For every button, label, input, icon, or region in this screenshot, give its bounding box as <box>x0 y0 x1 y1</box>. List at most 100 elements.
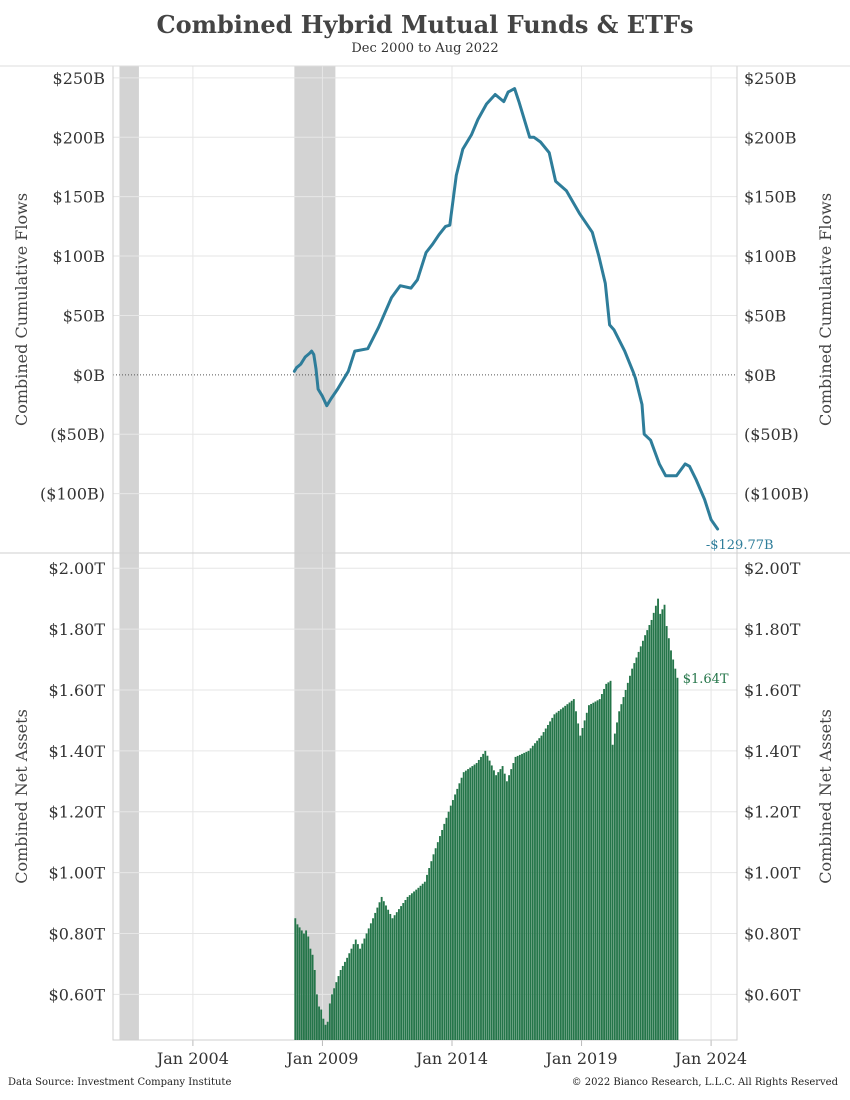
net-assets-bar <box>527 750 530 1040</box>
net-assets-bar <box>305 930 308 1040</box>
y-tick-label-right: $150B <box>744 188 796 207</box>
y-tick-label-left: $1.40T <box>49 742 106 761</box>
y-tick-label-left: $100B <box>53 247 105 266</box>
net-assets-bar <box>486 755 489 1040</box>
net-assets-bar <box>568 702 571 1040</box>
net-assets-bar <box>559 709 562 1040</box>
net-assets-bar <box>311 954 314 1040</box>
top-plot-frame <box>112 65 738 554</box>
net-assets-bar <box>324 1024 327 1040</box>
y-tick-label-right: ($100B) <box>744 485 809 504</box>
net-assets-bar <box>361 943 364 1040</box>
net-assets-bar <box>490 765 493 1040</box>
y-tick-label-left: $200B <box>53 128 105 147</box>
net-assets-bar <box>378 902 381 1040</box>
net-assets-bar <box>505 781 508 1040</box>
net-assets-bar <box>423 881 426 1040</box>
copyright-note: © 2022 Bianco Research, L.L.C. All Right… <box>571 1077 838 1088</box>
net-assets-bar <box>482 753 485 1040</box>
net-assets-bar <box>413 891 415 1040</box>
net-assets-bar <box>516 755 519 1040</box>
net-assets-bar <box>654 605 657 1040</box>
net-assets-bar <box>566 704 569 1040</box>
net-assets-bar <box>499 769 502 1040</box>
net-assets-bar <box>674 668 677 1040</box>
net-assets-bar <box>436 842 439 1040</box>
net-assets-bar <box>633 663 636 1040</box>
net-assets-bar <box>350 948 353 1040</box>
net-assets-bar <box>417 887 420 1040</box>
net-assets-bar <box>672 659 675 1040</box>
net-assets-bar <box>348 953 351 1040</box>
y-axis-title-right: Combined Cumulative Flows <box>816 193 835 426</box>
net-assets-bar <box>605 683 608 1040</box>
net-assets-bar <box>611 744 614 1040</box>
net-assets-bar <box>445 817 448 1040</box>
net-assets-bar <box>344 961 346 1040</box>
net-assets-bar <box>456 788 459 1040</box>
net-assets-bar <box>415 889 418 1040</box>
net-assets-bar <box>365 933 368 1040</box>
net-assets-bar <box>488 760 491 1040</box>
net-assets-bar <box>562 707 564 1040</box>
net-assets-bar <box>382 901 385 1040</box>
net-assets-bar <box>613 733 616 1040</box>
net-assets-bar <box>577 723 580 1040</box>
net-assets-bar <box>618 711 621 1040</box>
chart-subtitle: Dec 2000 to Aug 2022 <box>351 41 499 56</box>
y-tick-label-left: $1.80T <box>49 620 106 639</box>
net-assets-bar <box>648 625 651 1040</box>
x-tick-label: Jan 2024 <box>673 1049 747 1068</box>
net-assets-bar <box>629 675 631 1040</box>
net-assets-bar <box>646 630 649 1040</box>
net-assets-bar <box>544 728 547 1040</box>
net-assets-bar <box>402 903 405 1040</box>
net-assets-bar <box>657 598 659 1040</box>
net-assets-bar <box>404 899 407 1040</box>
net-assets-bar <box>609 680 612 1040</box>
x-tick-label: Jan 2014 <box>414 1049 488 1068</box>
net-assets-bar <box>333 988 336 1040</box>
net-assets-bar <box>298 927 301 1040</box>
y-tick-label-right: $0B <box>744 366 776 385</box>
net-assets-bar <box>590 703 593 1040</box>
y-tick-label-left: $2.00T <box>49 559 106 578</box>
net-assets-bar <box>477 759 480 1040</box>
net-assets-bar <box>497 772 500 1040</box>
net-assets-bar <box>339 969 342 1040</box>
net-assets-bar <box>352 944 355 1040</box>
net-assets-bar <box>337 976 340 1040</box>
y-tick-label-right: $1.00T <box>744 864 801 883</box>
cumulative-flows-line <box>292 87 720 531</box>
net-assets-bar <box>313 969 316 1040</box>
net-assets-bar <box>300 930 303 1040</box>
y-tick-label-left: $1.20T <box>49 803 106 822</box>
last-asset-value-label: $1.64T <box>683 672 729 687</box>
net-assets-bar <box>387 909 390 1040</box>
net-assets-bar <box>469 767 472 1040</box>
net-assets-bar <box>369 923 372 1040</box>
y-tick-label-left: $50B <box>63 306 105 325</box>
net-assets-bar <box>557 710 560 1040</box>
y-tick-label-right: $2.00T <box>744 559 801 578</box>
net-assets-bar <box>296 924 299 1040</box>
net-assets-bar <box>495 775 498 1040</box>
y-tick-label-left: $1.00T <box>49 864 106 883</box>
net-assets-bar <box>493 770 495 1040</box>
y-tick-label-right: $1.20T <box>744 803 801 822</box>
net-assets-bar <box>626 682 629 1040</box>
y-tick-label-left: ($100B) <box>40 485 105 504</box>
y-axis-title-left: Combined Net Assets <box>12 709 31 884</box>
net-assets-bar <box>380 896 383 1040</box>
net-assets-bar <box>309 948 312 1040</box>
net-assets-bar <box>391 918 394 1040</box>
net-assets-bar <box>398 909 400 1040</box>
net-assets-bar <box>575 711 577 1040</box>
net-assets-bar <box>637 651 640 1040</box>
net-assets-bar <box>594 701 597 1040</box>
net-assets-bar <box>521 753 523 1040</box>
y-tick-label-right: ($50B) <box>744 425 799 444</box>
net-assets-bar <box>432 854 435 1040</box>
net-assets-bar <box>603 688 605 1040</box>
